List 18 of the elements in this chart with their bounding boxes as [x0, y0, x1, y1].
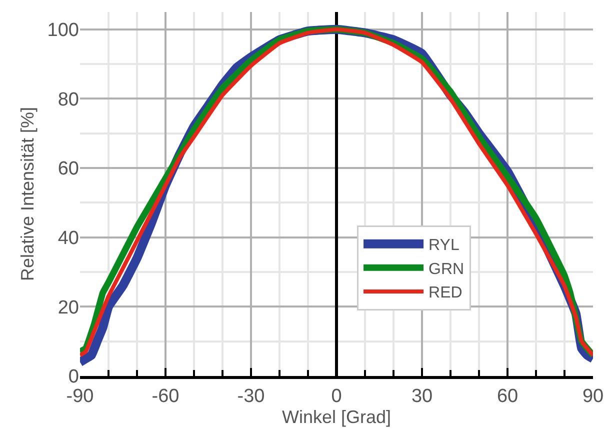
- y-tick-label: 40: [58, 228, 79, 249]
- y-tick-label: 80: [58, 89, 79, 110]
- x-tick-label: 90: [582, 386, 604, 407]
- x-tick-label: -30: [237, 386, 265, 407]
- y-tick-label: 100: [47, 20, 79, 41]
- x-axis-title: Winkel [Grad]: [282, 406, 392, 427]
- x-tick-label: 60: [496, 386, 518, 407]
- y-tick-label: 60: [58, 158, 79, 180]
- x-tick-label: -90: [66, 386, 94, 407]
- legend-label: GRN: [428, 260, 464, 278]
- x-tick-label: -60: [152, 386, 180, 407]
- x-tick-label: 0: [331, 386, 342, 407]
- y-tick-label: 20: [58, 297, 79, 318]
- legend-label: RYL: [428, 237, 460, 254]
- legend-label: RED: [428, 284, 462, 302]
- y-axis-title: Relative Intensität [%]: [17, 106, 38, 282]
- x-tick-label: 30: [411, 386, 433, 407]
- y-tick-label: 0: [68, 366, 79, 388]
